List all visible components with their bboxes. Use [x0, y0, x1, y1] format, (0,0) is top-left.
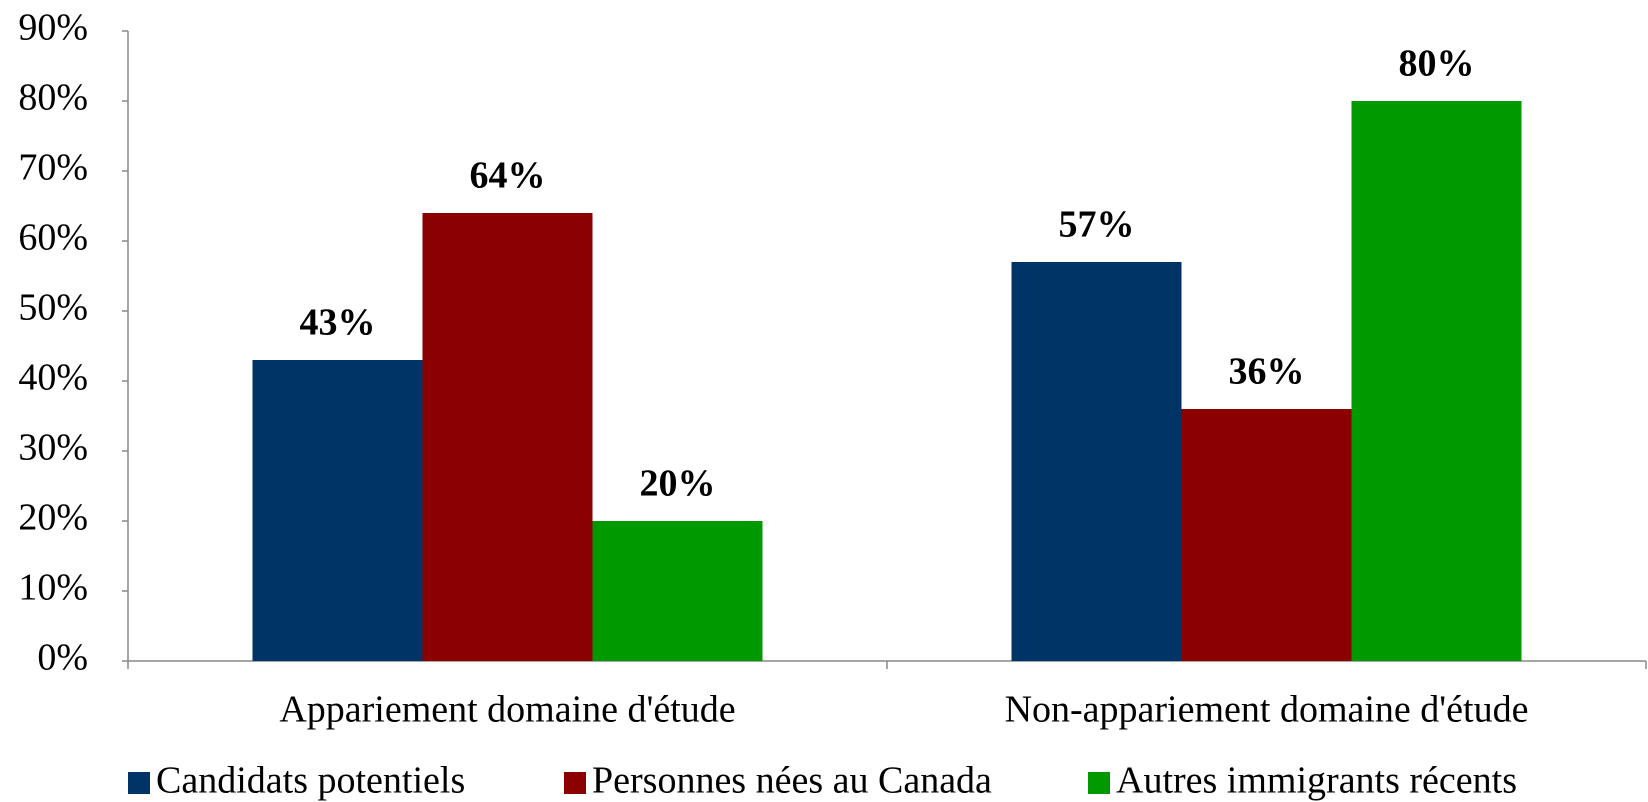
value-label: 80%: [1399, 43, 1475, 85]
x-tick-label: Non-appariement domaine d'étude: [1005, 689, 1529, 731]
bar: [1011, 262, 1182, 661]
bar: [1181, 409, 1352, 661]
value-label: 43%: [300, 302, 376, 344]
y-tick-label: 30%: [18, 427, 88, 469]
y-tick-label: 70%: [18, 147, 88, 189]
y-tick-label: 0%: [37, 637, 88, 679]
value-label: 36%: [1229, 351, 1305, 393]
bar: [422, 213, 593, 661]
y-tick-label: 90%: [18, 7, 88, 49]
bar: [592, 521, 763, 661]
bar: [252, 360, 423, 661]
y-tick-label: 20%: [18, 497, 88, 539]
y-tick-label: 80%: [18, 77, 88, 119]
legend-label: Autres immigrants récents: [1116, 760, 1517, 802]
y-tick-label: 40%: [18, 357, 88, 399]
y-tick-label: 10%: [18, 567, 88, 609]
legend-swatch: [128, 772, 150, 794]
legend-swatch: [1088, 772, 1110, 794]
legend-swatch: [564, 772, 586, 794]
y-tick-label: 60%: [18, 217, 88, 259]
value-label: 20%: [640, 463, 716, 505]
bar: [1351, 101, 1522, 661]
x-tick-label: Appariement domaine d'étude: [279, 689, 735, 731]
legend-label: Personnes nées au Canada: [592, 760, 992, 802]
legend-label: Candidats potentiels: [156, 760, 465, 802]
y-tick-label: 50%: [18, 287, 88, 329]
value-label: 64%: [470, 155, 546, 197]
value-label: 57%: [1059, 204, 1135, 246]
